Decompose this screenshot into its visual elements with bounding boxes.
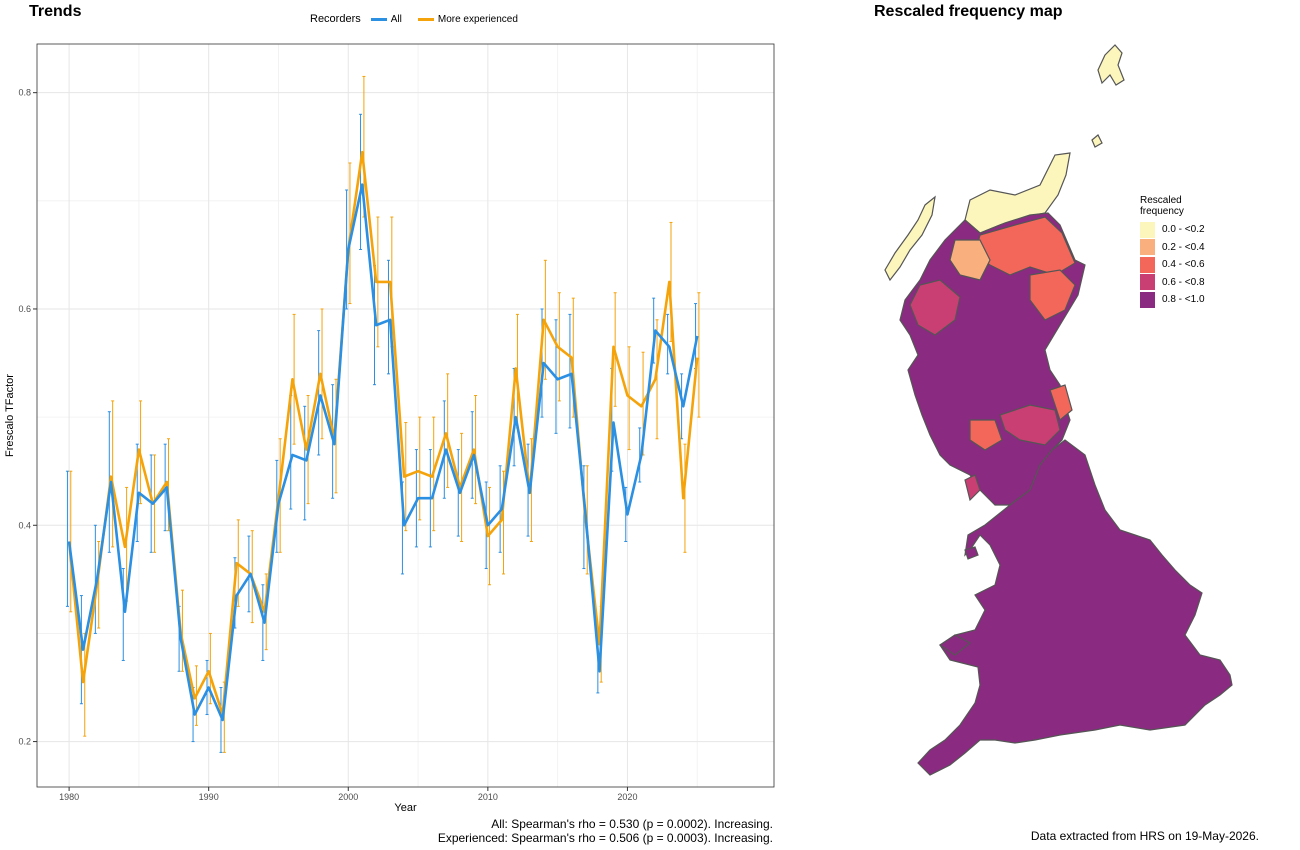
map-shetland bbox=[1097, 44, 1125, 86]
x-tick-label: 2000 bbox=[338, 792, 358, 802]
chart-legend: Recorders All More experienced bbox=[310, 13, 528, 25]
legend-item-experienced: More experienced bbox=[417, 13, 518, 25]
map-legend-swatch bbox=[1140, 291, 1155, 308]
map-hebrides bbox=[884, 195, 936, 282]
map-legend-item: 0.0 - <0.2 bbox=[1140, 221, 1205, 239]
map-legend-swatch bbox=[1140, 221, 1155, 238]
map-legend-label: 0.0 - <0.2 bbox=[1162, 224, 1205, 236]
legend-label-experienced: More experienced bbox=[437, 13, 518, 25]
map-scotland-patch-6 bbox=[1049, 384, 1073, 422]
map-scotland-patch-4 bbox=[1029, 269, 1076, 321]
y-tick-label: 0.4 bbox=[18, 520, 31, 530]
legend-swatch-all bbox=[370, 17, 387, 21]
x-tick-label: 1990 bbox=[199, 792, 219, 802]
map-legend-label: 0.6 - <0.8 bbox=[1162, 276, 1205, 288]
y-axis-label: Frescalo TFactor bbox=[4, 374, 16, 457]
map-scotland-patch-2 bbox=[949, 239, 991, 281]
y-tick-label: 0.8 bbox=[18, 88, 31, 98]
stats-all: All: Spearman's rho = 0.530 (p = 0.0002)… bbox=[491, 817, 773, 831]
legend-title: Recorders bbox=[310, 13, 361, 25]
uk-frequency-map bbox=[884, 44, 1233, 776]
map-scotland-patch-3 bbox=[909, 279, 961, 336]
map-scotland-patch-7 bbox=[969, 419, 1003, 451]
map-legend-label: 0.2 - <0.4 bbox=[1162, 241, 1205, 253]
plot-panel bbox=[37, 44, 774, 787]
map-legend-swatch bbox=[1140, 274, 1155, 291]
stats-experienced: Experienced: Spearman's rho = 0.506 (p =… bbox=[437, 831, 773, 845]
trends-title: Trends bbox=[29, 3, 82, 20]
trend-chart: 0.2 0.4 0.6 0.8 1980 1990 2000 2010 2020 Year Fres… bbox=[4, 43, 775, 814]
map-legend-item: 0.6 - <0.8 bbox=[1140, 274, 1205, 292]
map-legend-item: 0.2 - <0.4 bbox=[1140, 239, 1205, 257]
plot-border bbox=[36, 43, 775, 788]
map-england bbox=[917, 439, 1233, 776]
map-anglesey bbox=[964, 546, 979, 560]
x-tick-label: 2020 bbox=[617, 792, 637, 802]
map-legend-item: 0.4 - <0.6 bbox=[1140, 256, 1205, 274]
data-footnote: Data extracted from HRS on 19-May-2026. bbox=[1030, 829, 1259, 843]
x-axis-label: Year bbox=[394, 802, 417, 814]
legend-swatch-experienced bbox=[417, 17, 434, 21]
map-legend-title: Rescaled frequency bbox=[1140, 195, 1184, 217]
map-legend-label: 0.8 - <1.0 bbox=[1162, 294, 1205, 306]
y-tick-label: 0.2 bbox=[18, 737, 31, 747]
map-land bbox=[884, 44, 1233, 776]
map-orkney bbox=[1091, 134, 1103, 148]
map-legend-swatch bbox=[1140, 239, 1155, 256]
map-legend-label: 0.4 - <0.6 bbox=[1162, 259, 1205, 271]
y-tick-label: 0.6 bbox=[18, 304, 31, 314]
map-isle-1 bbox=[964, 474, 981, 502]
legend-item-all: All bbox=[370, 13, 402, 25]
map-legend: Rescaled frequency 0.0 - <0.2 0.2 - <0.4… bbox=[1140, 195, 1205, 309]
map-title: Rescaled frequency map bbox=[874, 3, 1063, 20]
map-scotland-patch-5 bbox=[999, 404, 1061, 446]
legend-label-all: All bbox=[390, 13, 402, 25]
map-legend-item: 0.8 - <1.0 bbox=[1140, 291, 1205, 309]
x-tick-label: 2010 bbox=[478, 792, 498, 802]
map-legend-swatch bbox=[1140, 256, 1155, 273]
map-wales-tip bbox=[938, 634, 972, 656]
series-line bbox=[67, 183, 699, 722]
x-tick-label: 1980 bbox=[59, 792, 79, 802]
